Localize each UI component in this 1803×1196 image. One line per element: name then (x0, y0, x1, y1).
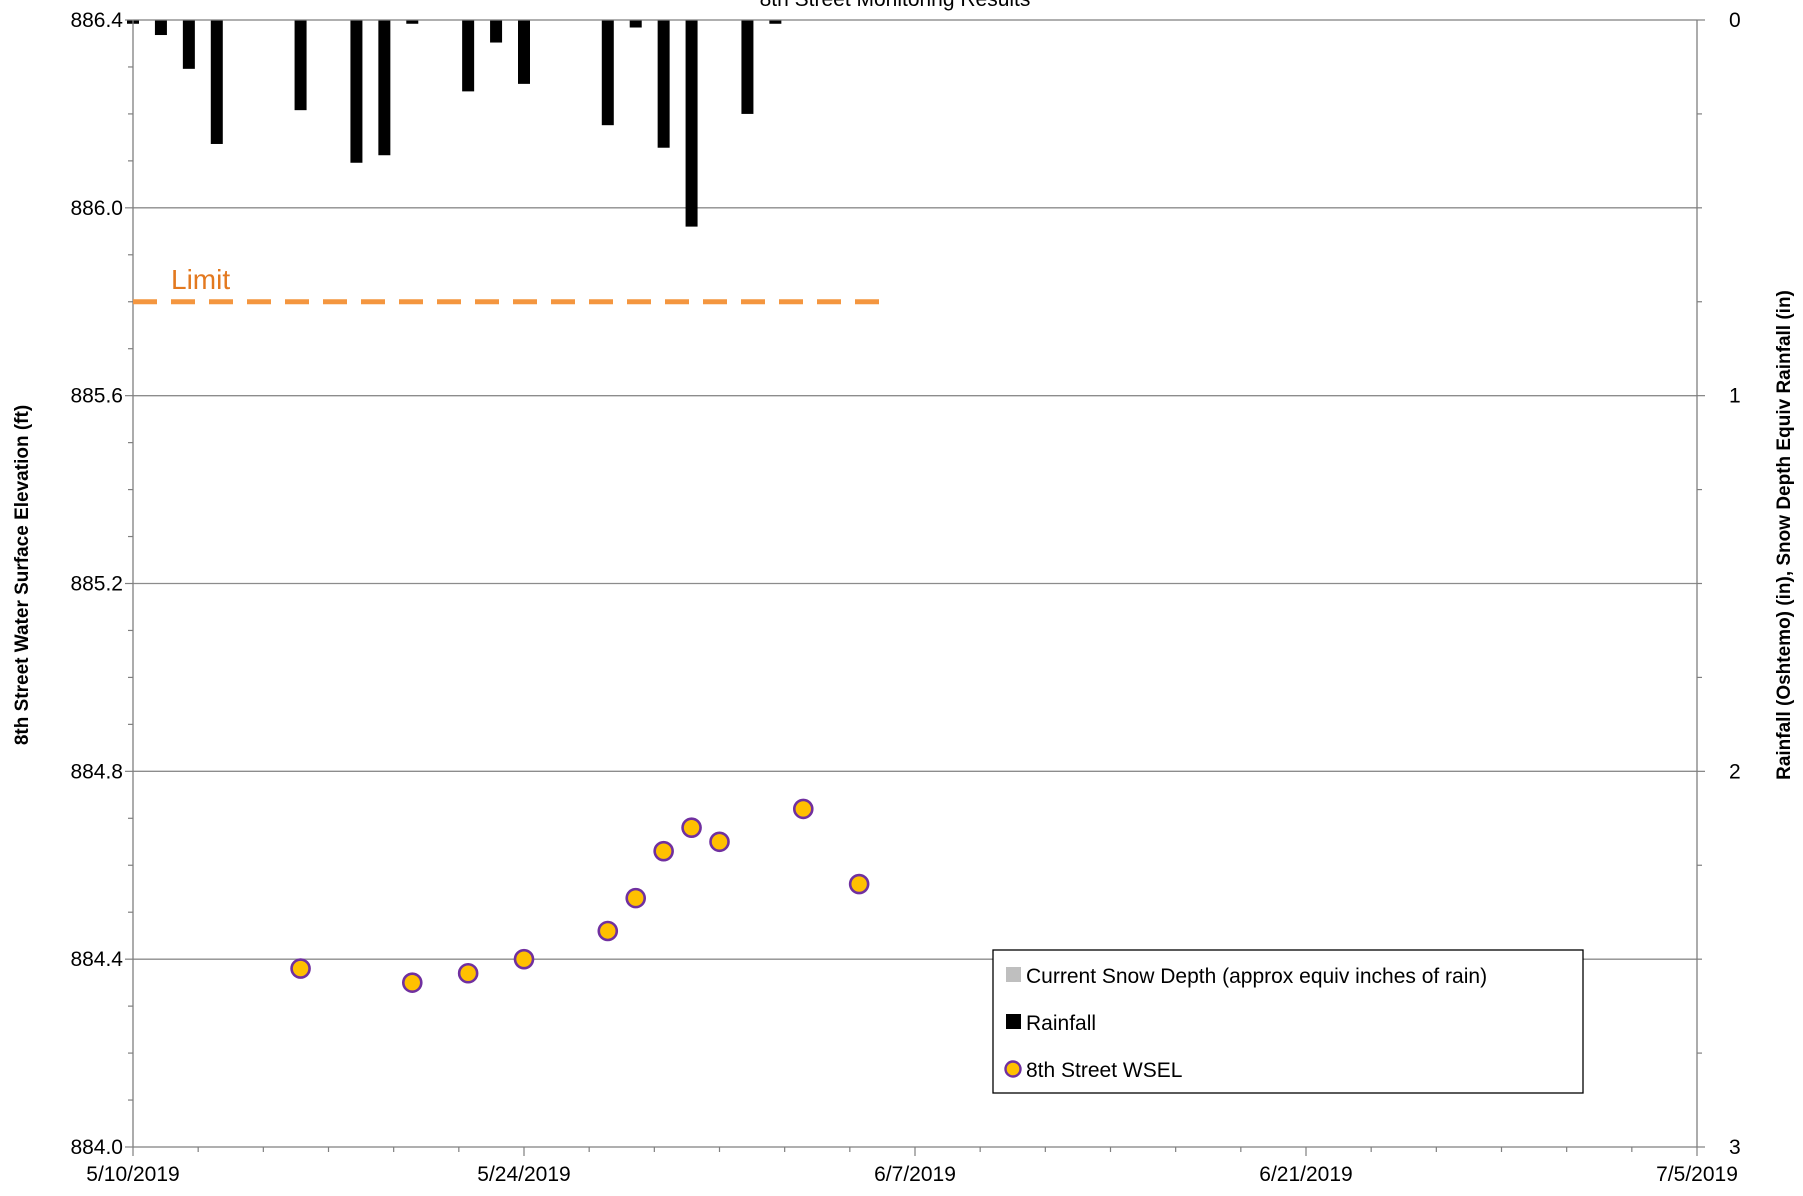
rainfall-bar (685, 20, 698, 227)
y-left-tick-label: 885.2 (70, 573, 123, 596)
wsel-point (625, 887, 647, 909)
wsel-point (597, 920, 619, 942)
wsel-point (653, 840, 674, 862)
y-axis-left-title: 8th Street Water Surface Elevation (ft) (12, 405, 33, 745)
wsel-point (401, 972, 423, 993)
y-left-tick-label: 886.4 (70, 9, 123, 32)
axes (125, 19, 1705, 1156)
rainfall-bar (657, 20, 670, 148)
rainfall-bar (629, 20, 642, 28)
y-right-tick-label: 3 (1729, 1136, 1741, 1159)
rainfall-bar (462, 20, 475, 92)
rainfall-bar (154, 20, 167, 36)
y-right-tick-label: 0 (1729, 9, 1741, 32)
rainfall-bar (490, 20, 503, 43)
wsel-point (457, 962, 479, 984)
wsel-point (513, 948, 535, 970)
x-tick-label: 5/24/2019 (477, 1163, 570, 1186)
chart-title: 8th Street Monitoring Results (760, 0, 1031, 11)
y-axis-right-title: Rainfall (Oshtemo) (in), Snow Depth Equi… (1774, 290, 1795, 780)
legend-label: 8th Street WSEL (1026, 1059, 1182, 1082)
rainfall-bar (182, 20, 195, 69)
rainfall-bars (127, 20, 782, 227)
x-tick-label: 6/7/2019 (874, 1163, 956, 1186)
y-left-tick-label: 885.6 (70, 385, 123, 408)
rainfall-bar (294, 20, 307, 111)
rainfall-bar (350, 20, 363, 163)
wsel-point (290, 958, 311, 979)
legend-label: Current Snow Depth (approx equiv inches … (1026, 965, 1487, 988)
wsel-points (290, 798, 870, 993)
wsel-point (681, 817, 702, 838)
rainfall-bar (518, 20, 530, 84)
legend: Current Snow Depth (approx equiv inches … (992, 949, 1584, 1094)
x-tick-label: 6/21/2019 (1259, 1163, 1352, 1186)
rainfall-bar (741, 20, 754, 114)
y-left-tick-label: 884.8 (70, 760, 123, 783)
y-right-tick-label: 1 (1729, 385, 1741, 408)
tick-labels: 884.0 884.4 884.8 885.2 885.6 886.0 886.4 0 1 2 3 5… (70, 9, 1740, 1186)
rainfall-bar (769, 20, 782, 24)
legend-marker (1004, 1060, 1022, 1078)
x-tick-label: 7/5/2019 (1656, 1163, 1738, 1186)
y-left-tick-label: 884.0 (70, 1136, 123, 1159)
y-right-tick-label: 2 (1729, 760, 1741, 783)
legend-swatch (1006, 967, 1021, 982)
wsel-point (709, 831, 730, 853)
y-left-tick-label: 886.0 (70, 197, 123, 220)
rainfall-bar (406, 20, 419, 24)
wsel-point (848, 873, 870, 895)
rainfall-bar (601, 20, 614, 126)
legend-swatch (1006, 1014, 1021, 1029)
x-tick-label: 5/10/2019 (86, 1163, 179, 1186)
limit-label: Limit (171, 264, 230, 295)
limit-line-group: Limit (133, 264, 888, 305)
rainfall-bar (378, 20, 391, 156)
legend-box (992, 949, 1584, 1094)
y-left-tick-label: 884.4 (70, 948, 123, 971)
rainfall-bar (210, 20, 223, 144)
wsel-point (792, 798, 814, 820)
legend-label: Rainfall (1026, 1012, 1096, 1035)
